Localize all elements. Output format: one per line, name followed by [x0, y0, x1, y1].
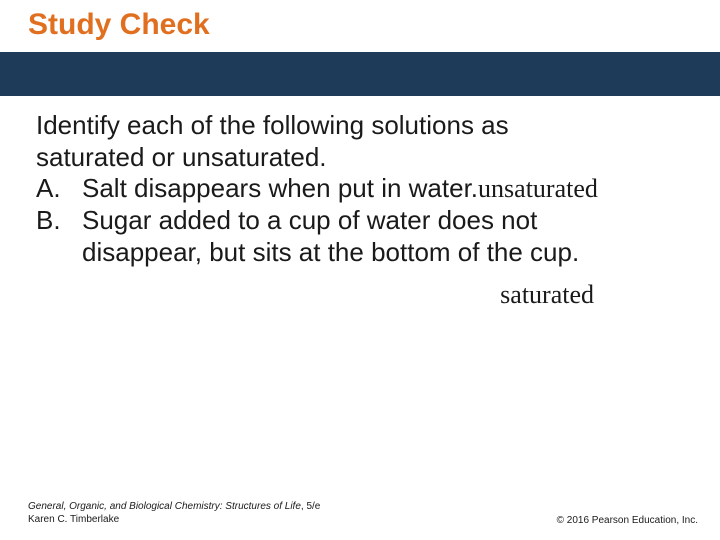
- prompt-text: Identify each of the following solutions…: [36, 110, 684, 173]
- footer: General, Organic, and Biological Chemist…: [0, 500, 720, 526]
- content-area: Identify each of the following solutions…: [0, 96, 720, 310]
- answer-a: unsaturated: [478, 174, 598, 203]
- page-title: Study Check: [0, 0, 720, 52]
- list-item: B. Sugar added to a cup of water does no…: [36, 205, 684, 268]
- item-letter-a: A.: [36, 173, 82, 205]
- prompt-line-1: Identify each of the following solutions…: [36, 110, 509, 140]
- item-a-text: Salt disappears when put in water.: [82, 173, 478, 203]
- copyright: © 2016 Pearson Education, Inc.: [557, 515, 698, 526]
- prompt-line-2: saturated or unsaturated.: [36, 142, 327, 172]
- item-body-a: Salt disappears when put in water.unsatu…: [82, 173, 684, 205]
- book-title: General, Organic, and Biological Chemist…: [28, 501, 301, 512]
- footer-left: General, Organic, and Biological Chemist…: [28, 500, 320, 526]
- item-list: A. Salt disappears when put in water.uns…: [36, 173, 684, 268]
- item-body-b: Sugar added to a cup of water does not d…: [82, 205, 684, 268]
- answer-b: saturated: [36, 279, 684, 311]
- author: Karen C. Timberlake: [28, 514, 119, 525]
- list-item: A. Salt disappears when put in water.uns…: [36, 173, 684, 205]
- book-edition: , 5/e: [301, 501, 320, 512]
- item-b-line2: disappear, but sits at the bottom of the…: [82, 237, 579, 267]
- title-band: [0, 52, 720, 96]
- item-letter-b: B.: [36, 205, 82, 237]
- item-b-line1: Sugar added to a cup of water does not: [82, 205, 537, 235]
